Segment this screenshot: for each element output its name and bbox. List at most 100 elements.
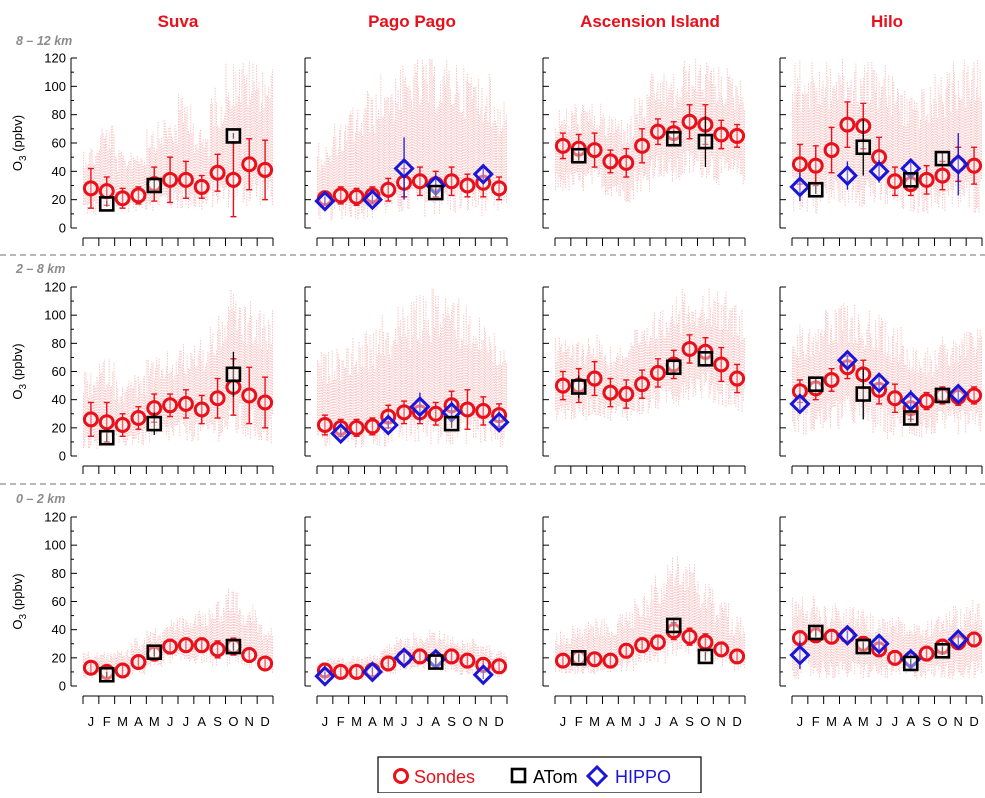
- y-axis-label: O3 (ppbv): [10, 115, 29, 171]
- month-label: A: [669, 714, 678, 729]
- legend-sondes-label: Sondes: [414, 767, 475, 787]
- panel-ascension-island-1: [542, 286, 746, 474]
- month-label: N: [479, 714, 488, 729]
- month-label: M: [858, 714, 869, 729]
- month-label: F: [103, 714, 111, 729]
- month-label: A: [197, 714, 206, 729]
- legend-atom-label: ATom: [533, 767, 578, 787]
- atom-point: [98, 196, 115, 212]
- sondes-point: [823, 628, 840, 645]
- sondes-point: [380, 181, 397, 198]
- month-label: O: [462, 714, 472, 729]
- month-label: J: [417, 714, 424, 729]
- month-label: J: [892, 714, 899, 729]
- sondes-point: [82, 180, 99, 197]
- atom-point: [934, 642, 951, 659]
- sondes-point: [886, 649, 903, 666]
- legend-box: [377, 756, 702, 794]
- sondes-point: [634, 376, 651, 393]
- atom-point: [427, 654, 444, 670]
- sondes-point: [681, 340, 698, 357]
- sondes-point: [82, 659, 99, 676]
- month-label: J: [797, 714, 804, 729]
- hippo-point: [836, 349, 859, 371]
- y-tick-label: 60: [52, 594, 66, 609]
- month-label: J: [322, 714, 329, 729]
- sondes-point: [729, 127, 746, 144]
- atom-point: [855, 139, 872, 156]
- sondes-point: [839, 116, 856, 133]
- atom-point: [855, 386, 872, 402]
- raw-sonde-data: [317, 288, 507, 448]
- sondes-point: [427, 405, 444, 422]
- legend: Sondes ATom HIPPO: [377, 756, 702, 794]
- sondes-point: [114, 417, 131, 434]
- panel-suva-0: 0 20 40 60 80 100 120 O3 (ppbv): [10, 51, 274, 246]
- y-tick-label: 40: [52, 392, 66, 407]
- y-tick-label: 120: [44, 51, 66, 66]
- panel-ascension-island-0: [542, 57, 746, 246]
- month-label: S: [922, 714, 931, 729]
- atom-point: [570, 650, 587, 666]
- sondes-point: [634, 137, 651, 154]
- month-label: M: [149, 714, 160, 729]
- month-label: M: [589, 714, 600, 729]
- sondes-point: [459, 177, 476, 194]
- sondes-point: [554, 137, 571, 154]
- atom-point: [807, 376, 824, 392]
- y-axis-label-unit: (ppbv): [10, 115, 25, 155]
- sondes-point: [348, 188, 365, 205]
- y-tick-label: 120: [44, 510, 66, 525]
- sondes-point: [791, 156, 808, 173]
- hippo-point: [314, 190, 336, 212]
- sondes-point: [193, 637, 210, 654]
- y-tick-label: 60: [52, 136, 66, 151]
- month-label: A: [906, 714, 915, 729]
- raw-sonde-data: [792, 302, 982, 439]
- atom-point: [807, 624, 824, 641]
- sondes-point: [316, 417, 333, 434]
- sondes-point: [98, 183, 115, 200]
- sondes-point: [791, 383, 808, 400]
- sondes-point: [241, 387, 258, 404]
- month-label: D: [969, 714, 978, 729]
- sondes-point: [491, 658, 508, 675]
- sondes-point: [332, 187, 349, 204]
- sondes-point: [886, 390, 903, 407]
- month-label: D: [494, 714, 503, 729]
- y-tick-label: 60: [52, 364, 66, 379]
- raw-sonde-data: [555, 287, 745, 421]
- sondes-point: [257, 161, 274, 178]
- sondes-point: [332, 663, 349, 680]
- y-tick-label: 20: [52, 650, 66, 665]
- atom-point: [570, 147, 587, 164]
- sondes-point: [649, 634, 666, 651]
- sondes-point: [209, 390, 226, 407]
- sondes-point: [966, 387, 983, 404]
- y-axis-label-subscript: 3: [18, 155, 29, 161]
- sondes-point: [193, 401, 210, 418]
- hippo-point: [409, 396, 431, 418]
- altitude-band-label: 2 – 8 km: [15, 262, 65, 276]
- sondes-point: [348, 663, 365, 680]
- y-tick-label: 20: [52, 192, 66, 207]
- y-tick-label: 40: [52, 164, 66, 179]
- hippo-point: [868, 372, 890, 394]
- sondes-point: [411, 648, 428, 665]
- sondes-point: [554, 377, 571, 394]
- month-label: F: [575, 714, 583, 729]
- month-label: M: [383, 714, 394, 729]
- sondes-point: [602, 652, 619, 669]
- sondes-point: [649, 123, 666, 140]
- sondes-point: [697, 634, 714, 651]
- hippo-point: [836, 164, 859, 187]
- atom-point: [225, 638, 242, 655]
- atom-point: [902, 172, 919, 188]
- sondes-point: [713, 641, 730, 658]
- sondes-point: [443, 173, 460, 190]
- sondes-point: [193, 178, 210, 195]
- sondes-point: [396, 404, 413, 421]
- y-tick-label: 80: [52, 566, 66, 581]
- sondes-point: [918, 645, 935, 662]
